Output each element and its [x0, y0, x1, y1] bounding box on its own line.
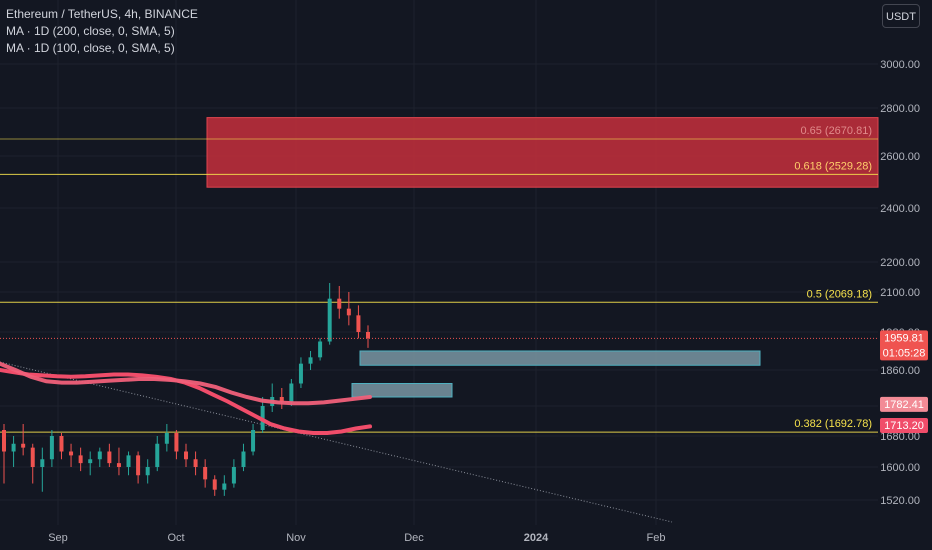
candle-body: [289, 383, 294, 402]
price-tick-label: 1680.00: [880, 431, 920, 443]
price-tag-countdown: 01:05:28: [883, 347, 926, 359]
candles-layer: [2, 283, 370, 496]
price-tick-label: 2100.00: [880, 287, 920, 299]
time-tick-label: Feb: [647, 532, 666, 544]
candle-body: [308, 357, 313, 364]
price-tick-label: 3000.00: [880, 59, 920, 71]
price-tick-label: 1860.00: [880, 365, 920, 377]
candle-body: [49, 436, 54, 460]
candle-body: [337, 298, 342, 309]
descending-trendline: [0, 361, 673, 523]
fib-label: 0.618 (2529.28): [794, 160, 872, 172]
time-tick-label: 2024: [524, 532, 549, 544]
legend-title[interactable]: Ethereum / TetherUS, 4h, BINANCE: [6, 7, 198, 21]
candle-body: [298, 363, 303, 384]
price-tag: 1959.81 01:05:28: [880, 330, 928, 361]
time-tick-label: Oct: [167, 532, 184, 544]
candle-body: [366, 332, 370, 339]
zone-demand-2: [351, 383, 453, 398]
candle-body: [356, 315, 361, 332]
candle-body: [212, 479, 217, 490]
time-tick-label: Sep: [48, 532, 68, 544]
candle-body: [21, 443, 26, 448]
candle-body: [251, 430, 256, 452]
price-tick-label: 2400.00: [880, 203, 920, 215]
candle-body: [69, 451, 74, 456]
candle-body: [241, 451, 246, 467]
zone-supply: [206, 117, 879, 188]
grid: [0, 0, 878, 525]
candle-body: [231, 467, 236, 484]
currency-button[interactable]: USDT: [882, 4, 920, 28]
candle-body: [346, 308, 351, 316]
candle-body: [174, 433, 179, 452]
fib-label: 0.382 (1692.78): [794, 418, 872, 430]
candle-body: [116, 463, 121, 467]
price-tag: 1782.41: [880, 396, 928, 412]
price-tag-bg: [880, 418, 928, 434]
candle-body: [78, 455, 83, 464]
price-tag-value: 1959.81: [884, 332, 924, 344]
fib-label: 0.5 (2069.18): [807, 288, 872, 300]
price-tags: 1959.81 01:05:28 1782.41 1713.20: [880, 330, 928, 434]
candle-body: [2, 430, 6, 452]
zone-demand-1: [359, 350, 761, 366]
time-tick-label: Dec: [404, 532, 424, 544]
moving-averages: [0, 337, 878, 435]
time-tick-label: Nov: [286, 532, 306, 544]
candle-body: [136, 455, 141, 476]
candle-body: [193, 459, 198, 467]
candle-body: [88, 459, 93, 464]
price-tag-bg: [880, 396, 928, 412]
zones-layer: [206, 117, 879, 398]
candle-body: [126, 455, 131, 467]
price-tick-label: 2200.00: [880, 257, 920, 269]
candle-body: [107, 451, 112, 464]
candle-body: [279, 397, 284, 402]
price-tick-label: 1600.00: [880, 462, 920, 474]
candle-body: [155, 443, 160, 467]
time-axis[interactable]: Sep Oct Nov Dec 2024 Feb: [48, 532, 665, 544]
price-tag-value: 1782.41: [884, 399, 924, 411]
legend-ma200[interactable]: MA · 1D (200, close, 0, SMA, 5): [6, 24, 175, 38]
price-tag: 1713.20: [880, 418, 928, 434]
candle-body: [40, 459, 45, 467]
candle-body: [184, 451, 188, 460]
candle-body: [327, 298, 332, 342]
fib-levels: 0.65 (2670.81) 0.618 (2529.28) 0.5 (2069.1…: [0, 125, 878, 433]
price-axis[interactable]: 1520.001600.001680.001780.001860.001980.…: [880, 59, 920, 507]
fib-label: 0.65 (2670.81): [800, 125, 872, 137]
legend-ma100[interactable]: MA · 1D (100, close, 0, SMA, 5): [6, 41, 175, 55]
price-tag-value: 1713.20: [884, 420, 924, 432]
candle-body: [145, 467, 150, 476]
candle-body: [318, 341, 323, 358]
candle-body: [97, 451, 102, 460]
price-tag-bg: [880, 330, 928, 361]
candle-body: [222, 483, 227, 490]
trendline-layer: [0, 361, 673, 523]
ma-100-line: [0, 361, 372, 406]
chart-legend: Ethereum / TetherUS, 4h, BINANCE MA · 1D…: [6, 6, 198, 57]
price-tick-label: 2600.00: [880, 151, 920, 163]
candle-body: [30, 447, 35, 467]
candle-body: [164, 433, 169, 444]
candle-body: [11, 443, 16, 452]
candle-body: [59, 436, 64, 452]
price-tick-label: 1520.00: [880, 495, 920, 507]
candle-body: [203, 467, 208, 480]
price-tick-label: 2800.00: [880, 103, 920, 115]
